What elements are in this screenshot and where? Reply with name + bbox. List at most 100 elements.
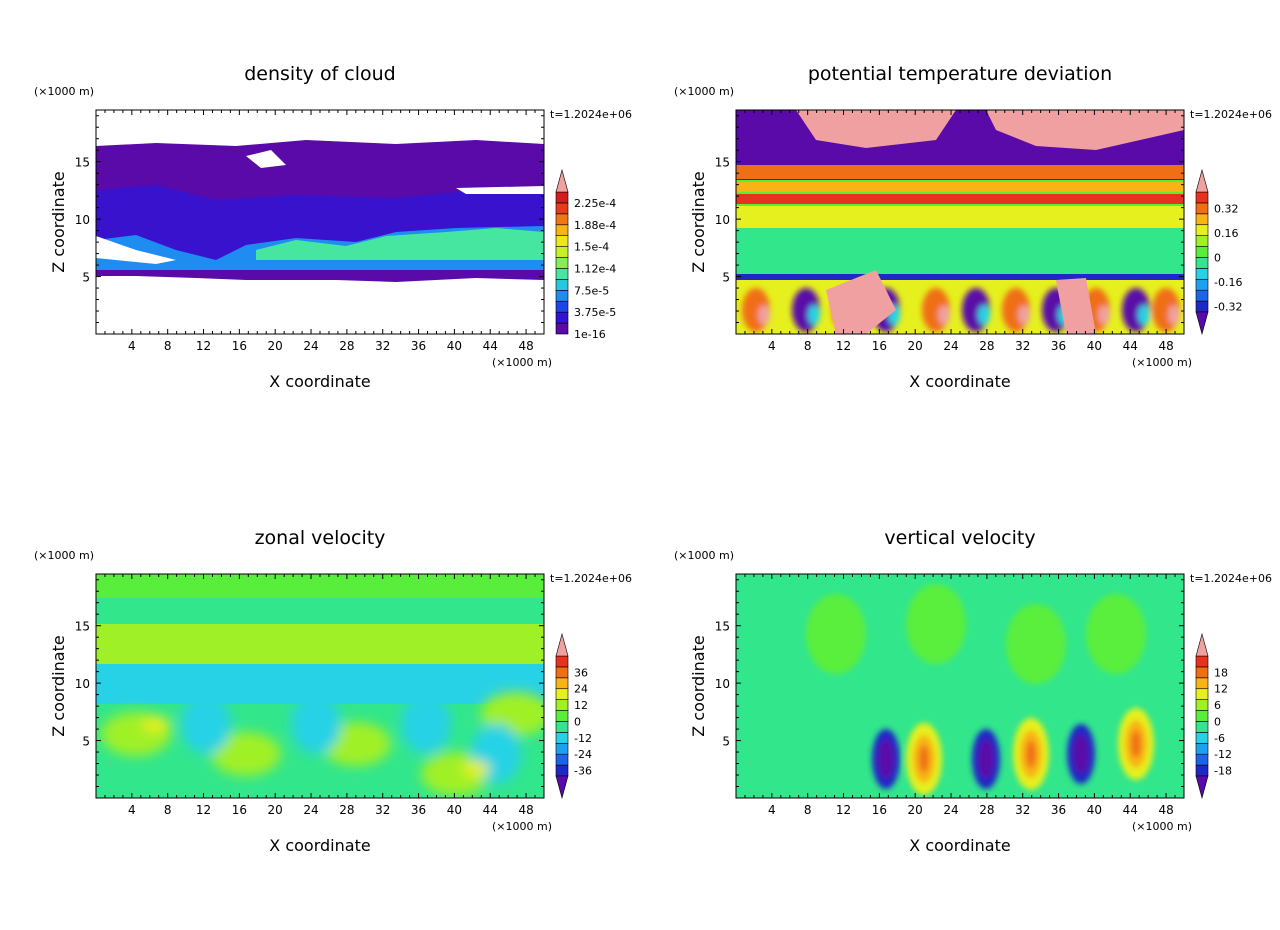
colorbar-label: -0.32: [1214, 301, 1242, 314]
colorbar-label: 6: [1214, 699, 1221, 712]
plot-field: [96, 110, 544, 334]
x-tick-label: 36: [1051, 803, 1066, 817]
colorbar-extend-max: [1195, 632, 1209, 657]
field-band: [736, 228, 1184, 276]
cloud-layer: [256, 228, 544, 260]
colorbar-swatch: [555, 246, 569, 258]
x-tick-label: 24: [303, 803, 318, 817]
colorbar: -36 -24 -12 0 12 24 36: [555, 632, 592, 800]
x-unit: (×1000 m): [1132, 356, 1192, 369]
colorbar-swatch: [1195, 677, 1209, 690]
colorbar-swatch: [555, 322, 569, 335]
colorbar-swatch: [1195, 699, 1209, 711]
colorbar-swatch: [555, 721, 569, 733]
field-band: [736, 194, 1184, 204]
x-tick-label: 28: [979, 803, 994, 817]
colorbar-swatch: [1195, 246, 1209, 258]
colorbar-swatch: [1195, 753, 1209, 766]
eddy: [291, 694, 341, 754]
chart-title: potential temperature deviation: [808, 63, 1112, 85]
x-tick-label: 8: [804, 803, 812, 817]
updraft: [1131, 730, 1141, 758]
colorbar-swatch: [1195, 721, 1209, 733]
x-tick-label: 20: [268, 339, 283, 353]
x-axis-label: X coordinate: [909, 836, 1010, 855]
colorbar-swatch: [555, 268, 569, 280]
colorbar-swatch: [555, 666, 569, 679]
field-eddies: [101, 692, 544, 796]
colorbar-label: 1e-16: [574, 328, 606, 341]
field-band: [736, 182, 1184, 192]
colorbar-swatch: [1195, 300, 1209, 313]
colorbar-swatch: [1195, 289, 1209, 302]
chart-title: zonal velocity: [255, 527, 386, 549]
colorbar-label: 18: [1214, 666, 1228, 679]
colorbar-swatch: [1195, 224, 1209, 236]
colorbar-swatch: [1195, 742, 1209, 755]
colorbar-swatch: [1195, 732, 1209, 744]
x-axis-label: X coordinate: [909, 372, 1010, 391]
colorbar-label: -0.16: [1214, 276, 1242, 289]
x-tick-label: 48: [1158, 803, 1173, 817]
colorbar-label: 1.12e-4: [574, 262, 616, 275]
colorbar-label: 0: [1214, 251, 1221, 264]
y-axis-label: Z coordinate: [49, 635, 68, 736]
colorbar-swatch: [555, 699, 569, 711]
colorbar-swatch: [555, 764, 569, 777]
x-tick-label: 16: [232, 803, 247, 817]
colorbar-label: 1.88e-4: [574, 219, 616, 232]
colorbar-swatch: [1195, 257, 1209, 269]
x-tick-label: 4: [128, 803, 136, 817]
x-tick-label: 44: [483, 803, 498, 817]
colorbar-swatch: [555, 710, 569, 722]
colorbar-label: -18: [1214, 765, 1232, 778]
field-blob: [1056, 278, 1096, 334]
colorbar-swatch: [555, 732, 569, 744]
colorbar-label: 0.32: [1214, 202, 1239, 215]
x-tick-label: 12: [196, 339, 211, 353]
eddy: [181, 694, 231, 754]
x-tick-label: 44: [483, 339, 498, 353]
time-label: t=1.2024e+06: [1190, 572, 1272, 585]
eddy: [1098, 305, 1110, 325]
colorbar-swatch: [1195, 213, 1209, 226]
x-tick-label: 36: [411, 803, 426, 817]
x-tick-label: 12: [836, 803, 851, 817]
colorbar-swatch: [1195, 268, 1209, 280]
eddy: [211, 732, 281, 776]
x-tick-label: 32: [1015, 339, 1030, 353]
colorbar-swatch: [555, 677, 569, 690]
colorbar-swatch: [1195, 191, 1209, 204]
x-tick-label: 40: [1087, 339, 1102, 353]
time-label: t=1.2024e+06: [550, 572, 632, 585]
colorbar-label: 2.25e-4: [574, 197, 616, 210]
colorbar-label: 7.5e-5: [574, 284, 609, 297]
x-axis-label: X coordinate: [269, 372, 370, 391]
x-tick-label: 16: [872, 339, 887, 353]
eddy: [1018, 305, 1030, 325]
x-tick-label: 48: [518, 339, 533, 353]
y-unit: (×1000 m): [674, 85, 734, 98]
colorbar-label: 3.75e-5: [574, 306, 616, 319]
colorbar-swatch: [1195, 688, 1209, 700]
updraft: [1026, 740, 1036, 768]
field-band: [96, 598, 544, 624]
colorbar-label: 1.5e-4: [574, 241, 609, 254]
plot-field: [736, 110, 1184, 334]
field-cells: [806, 584, 1154, 795]
x-tick-label: 32: [375, 339, 390, 353]
y-unit: (×1000 m): [674, 549, 734, 562]
colorbar-swatch: [555, 290, 569, 302]
colorbar-label: 0: [574, 715, 581, 728]
x-tick-label: 8: [164, 339, 172, 353]
colorbar-label: 24: [574, 683, 588, 696]
colorbar-swatch: [555, 257, 569, 269]
colorbar-swatch: [555, 742, 569, 755]
colorbar-extend-max: [1195, 168, 1209, 193]
x-tick-label: 32: [375, 803, 390, 817]
y-axis-label: Z coordinate: [49, 171, 68, 272]
colorbar-label: 0: [1214, 715, 1221, 728]
colorbar: 1e-16 3.75e-5 7.5e-5 1.12e-4 1.5e-4 1.88e-4 2.…: [555, 168, 616, 341]
